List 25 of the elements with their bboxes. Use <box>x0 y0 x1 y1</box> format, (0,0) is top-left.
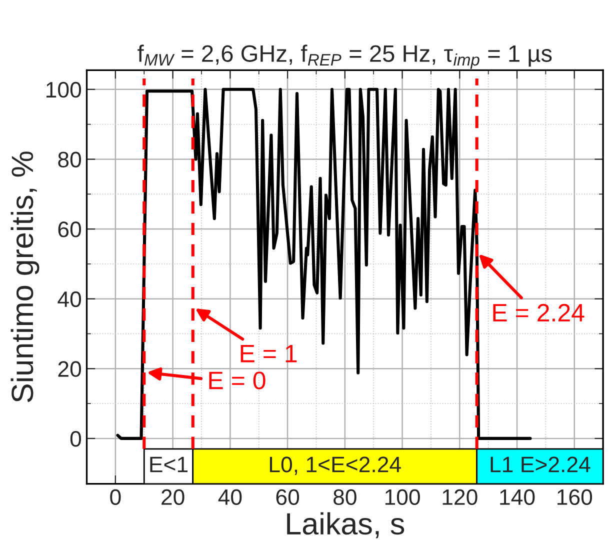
band-label: E<1 <box>150 456 188 472</box>
y-axis-title: Siuntimo greitis, % <box>10 152 40 402</box>
x-tick-label: 100 <box>385 489 420 506</box>
x-axis-title: Laikas, s <box>287 512 404 538</box>
x-tick-label: 80 <box>334 489 356 506</box>
x-tick-label: 60 <box>276 489 300 506</box>
x-tick-label: 140 <box>500 489 535 506</box>
band-label: L1 E>2.24 <box>490 456 590 472</box>
x-tick-label: 160 <box>558 489 592 506</box>
annotation: E = 1 <box>240 345 297 362</box>
x-tick-label: 40 <box>218 489 242 506</box>
annotation: E = 2.24 <box>493 304 584 322</box>
y-tick-label: 0 <box>70 430 82 447</box>
annotation: E = 0 <box>209 372 266 390</box>
chart-title: f$_{MW}$ = 2,6 GHz, f$_{REP}$ = 25 Hz, τ$_{imp}$ = 1 µs <box>138 44 552 69</box>
y-tick-label: 60 <box>58 222 82 238</box>
y-tick-label: 100 <box>46 82 82 98</box>
y-tick-label: 40 <box>58 291 82 308</box>
x-tick-label: 0 <box>110 489 121 506</box>
y-tick-label: 20 <box>58 361 82 377</box>
y-tick-label: 80 <box>58 152 82 168</box>
line-series <box>116 88 532 440</box>
x-tick-label: 120 <box>442 489 478 506</box>
x-tick-label: 20 <box>162 489 184 506</box>
band-label: L0, 1<E<2.24 <box>270 456 401 475</box>
